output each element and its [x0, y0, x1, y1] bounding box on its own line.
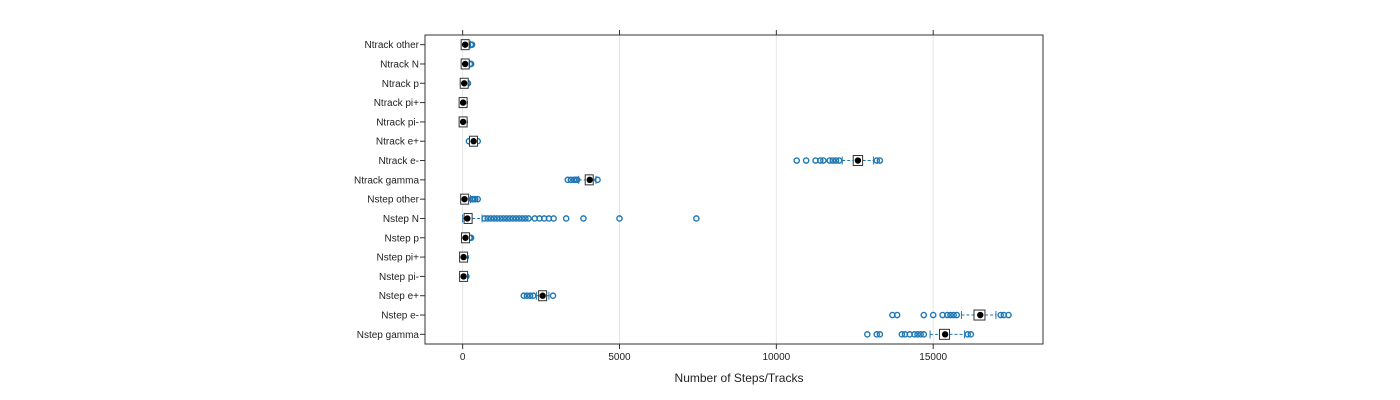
outlier-point [693, 215, 700, 222]
x-tick-label: 15000 [919, 352, 947, 363]
median-marker [461, 80, 468, 87]
category-label: Nstep pi+ [376, 253, 419, 264]
outlier-point [816, 157, 824, 164]
x-axis-title: Number of Steps/Tracks [675, 371, 804, 385]
category-label: Ntrack p [382, 79, 420, 90]
category-label: Nstep gamma [357, 330, 420, 341]
outlier-point [873, 331, 881, 338]
outlier-point [549, 292, 557, 300]
category-label: Nstep p [385, 233, 420, 244]
median-marker [539, 292, 546, 299]
median-marker [460, 273, 467, 280]
outlier-point [490, 215, 498, 222]
outlier-point [864, 331, 871, 338]
outlier-point [471, 195, 479, 203]
median-marker [459, 118, 467, 126]
category-label: Nstep N [383, 214, 419, 225]
outlier-point [474, 195, 482, 203]
outlier-point [580, 215, 587, 222]
outlier-point [829, 157, 837, 164]
x-tick-label: 10000 [762, 352, 790, 363]
category-label: Ntrack e- [378, 156, 419, 167]
outlier-point [525, 215, 532, 222]
median-marker [941, 331, 949, 338]
median-marker [460, 253, 467, 261]
median-marker [464, 215, 471, 222]
outlier-point [835, 157, 843, 164]
outlier-point [518, 215, 526, 222]
outlier-point [550, 215, 557, 222]
outlier-point [562, 215, 570, 222]
outlier-point [950, 311, 957, 319]
outlier-point [873, 157, 881, 164]
outlier-point [1005, 311, 1012, 319]
median-marker [459, 99, 467, 106]
outlier-point [876, 157, 884, 164]
outlier-point [820, 157, 827, 164]
outlier-point [509, 215, 517, 222]
median-marker [470, 138, 477, 145]
outlier-point [573, 176, 581, 184]
category-label: Ntrack pi+ [374, 98, 419, 109]
outlier-point [917, 331, 924, 338]
outlier-point [893, 311, 901, 319]
outlier-point [876, 331, 884, 338]
outlier-point [953, 311, 961, 319]
outlier-point [487, 215, 495, 222]
category-label: Nstep e- [381, 311, 419, 322]
x-tick-label: 0 [460, 352, 466, 363]
outlier-point [594, 176, 601, 184]
outlier-point [997, 311, 1004, 319]
outlier-point [911, 331, 918, 338]
outlier-point [914, 331, 921, 338]
category-label: Nstep e+ [379, 291, 419, 302]
median-marker [977, 311, 984, 319]
category-label: Ntrack N [380, 59, 419, 70]
category-label: Ntrack gamma [354, 175, 419, 186]
outlier-point [522, 215, 529, 222]
outlier-point [967, 331, 975, 338]
outlier-point [929, 311, 937, 319]
outlier-point [526, 292, 534, 300]
category-label: Nstep other [367, 195, 419, 206]
outlier-point [515, 215, 523, 222]
median-marker [461, 60, 469, 68]
outlier-point [947, 311, 954, 319]
category-label: Ntrack other [365, 40, 420, 51]
outlier-point [920, 331, 928, 338]
outlier-point [512, 215, 520, 222]
outlier-point [793, 157, 801, 164]
outlier-point [964, 331, 972, 338]
outlier-point [944, 311, 951, 319]
category-label: Nstep pi- [379, 272, 419, 283]
outlier-point [493, 215, 501, 222]
category-label: Ntrack pi- [376, 117, 419, 128]
outlier-point [802, 157, 810, 164]
outlier-point [506, 215, 514, 222]
median-marker [462, 234, 469, 241]
outlier-point [523, 292, 531, 300]
outlier-point [500, 215, 507, 222]
outlier-point [616, 215, 623, 222]
median-marker [586, 176, 593, 184]
plot-frame [424, 34, 1044, 345]
median-marker [461, 41, 469, 48]
outlier-point [920, 311, 928, 319]
median-marker [854, 157, 862, 164]
outlier-point [484, 215, 492, 222]
outlier-point [496, 215, 504, 222]
x-tick-label: 5000 [608, 352, 631, 363]
outlier-point [898, 331, 906, 338]
median-marker [461, 195, 468, 203]
outlier-point [832, 157, 840, 164]
outlier-point [529, 292, 537, 300]
outlier-point [826, 157, 833, 164]
category-label: Ntrack e+ [376, 137, 419, 148]
outlier-point [564, 176, 572, 184]
outlier-point [503, 215, 510, 222]
outlier-point [520, 292, 528, 300]
outlier-point [481, 215, 488, 222]
